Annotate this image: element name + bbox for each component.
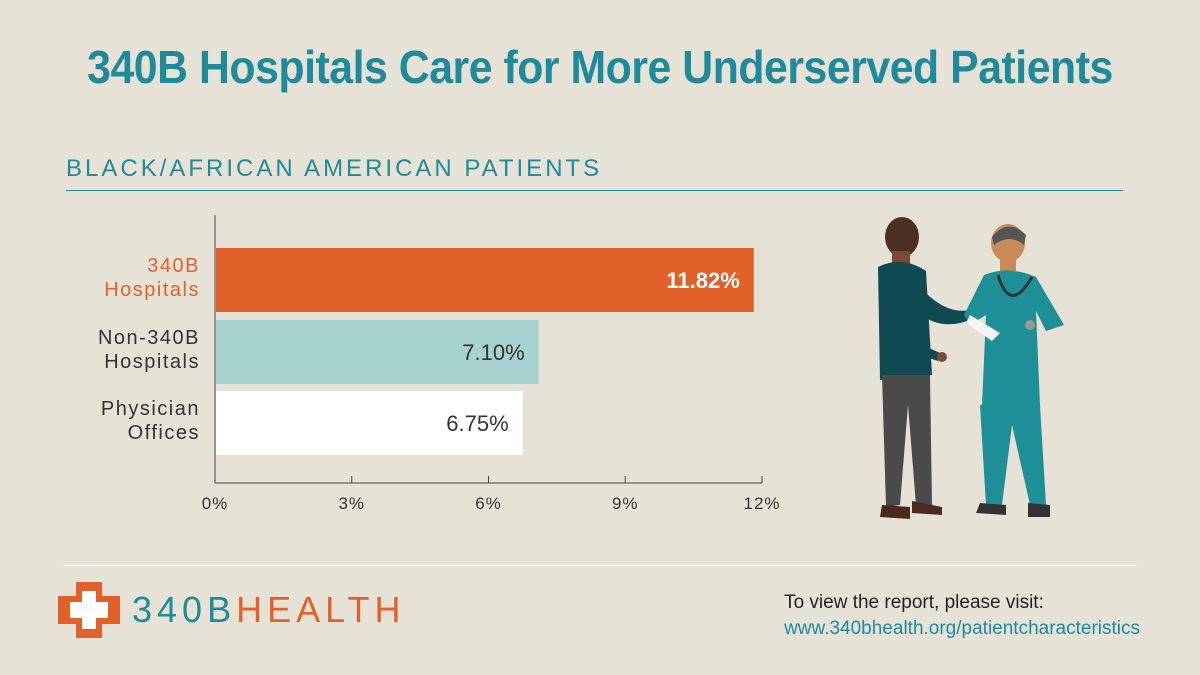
- logo-text-health: HEALTH: [236, 589, 406, 630]
- page-title: 340B Hospitals Care for More Underserved…: [87, 41, 1113, 93]
- x-tick-label: 9%: [612, 494, 639, 513]
- bar-value-label: 7.10%: [462, 340, 524, 365]
- bar: [216, 248, 754, 312]
- patient-doctor-illustration: [878, 217, 1064, 519]
- bar: [216, 391, 523, 455]
- x-tick-label: 12%: [743, 494, 780, 513]
- chart-subtitle: BLACK/AFRICAN AMERICAN PATIENTS: [66, 155, 603, 182]
- bar-chart: 0% 3% 6% 9% 12%11.82%340BHospitals7.10%Non-3…: [98, 215, 780, 513]
- category-label: Non-340B: [98, 327, 200, 349]
- report-url-link[interactable]: www.340bhealth.org/patientcharacteristic…: [784, 618, 1140, 639]
- category-label: 340B: [147, 255, 200, 277]
- subtitle-divider: [66, 190, 1123, 191]
- bar: [216, 320, 539, 384]
- visit-label: To view the report, please visit:: [784, 592, 1044, 613]
- category-label: Hospitals: [104, 279, 200, 301]
- x-tick-label: 3%: [338, 494, 365, 513]
- category-label: Offices: [128, 422, 200, 444]
- x-tick-label: 6%: [475, 494, 502, 513]
- footer-divider: [60, 565, 1140, 566]
- patient-figure: [878, 217, 978, 519]
- cross-logo-icon: [58, 582, 120, 638]
- logo-text-340b: 340B: [132, 589, 237, 630]
- doctor-figure: [964, 224, 1064, 517]
- category-label: Physician: [101, 398, 200, 420]
- report-link-block: To view the report, please visit: www.34…: [784, 590, 1140, 642]
- category-label: Hospitals: [104, 351, 200, 373]
- x-tick-label: 0%: [202, 494, 229, 513]
- bar-value-label: 11.82%: [666, 268, 739, 293]
- brand-logo: 340BHEALTH: [58, 582, 405, 638]
- bar-value-label: 6.75%: [446, 411, 508, 436]
